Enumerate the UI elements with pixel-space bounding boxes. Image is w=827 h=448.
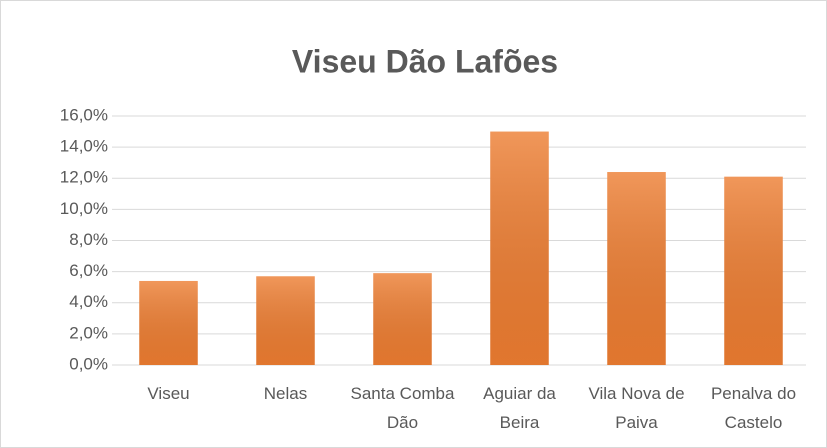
y-tick-label: 0,0% — [69, 354, 108, 373]
bar — [256, 276, 315, 365]
x-tick-label: Nelas — [264, 384, 307, 403]
y-tick-label: 8,0% — [69, 230, 108, 249]
y-tick-label: 2,0% — [69, 323, 108, 342]
y-tick-label: 4,0% — [69, 292, 108, 311]
y-tick-label: 14,0% — [60, 137, 108, 156]
x-tick-label: Aguiar da Beira — [483, 384, 556, 432]
y-tick-label: 10,0% — [60, 199, 108, 218]
y-tick-label: 6,0% — [69, 261, 108, 280]
bar — [139, 280, 198, 365]
bar — [724, 176, 783, 365]
x-tick-label: Penalva do Castelo — [711, 384, 796, 432]
bar — [490, 131, 549, 365]
x-tick-label: Viseu — [147, 384, 189, 403]
x-tick-label: Vila Nova de Paiva — [588, 384, 684, 432]
y-tick-label: 12,0% — [60, 168, 108, 187]
bar — [373, 273, 432, 365]
bar — [607, 172, 666, 365]
chart-title: Viseu Dão Lafões — [292, 43, 558, 79]
y-tick-label: 16,0% — [60, 105, 108, 124]
x-tick-label: Santa Comba Dão — [351, 384, 455, 432]
